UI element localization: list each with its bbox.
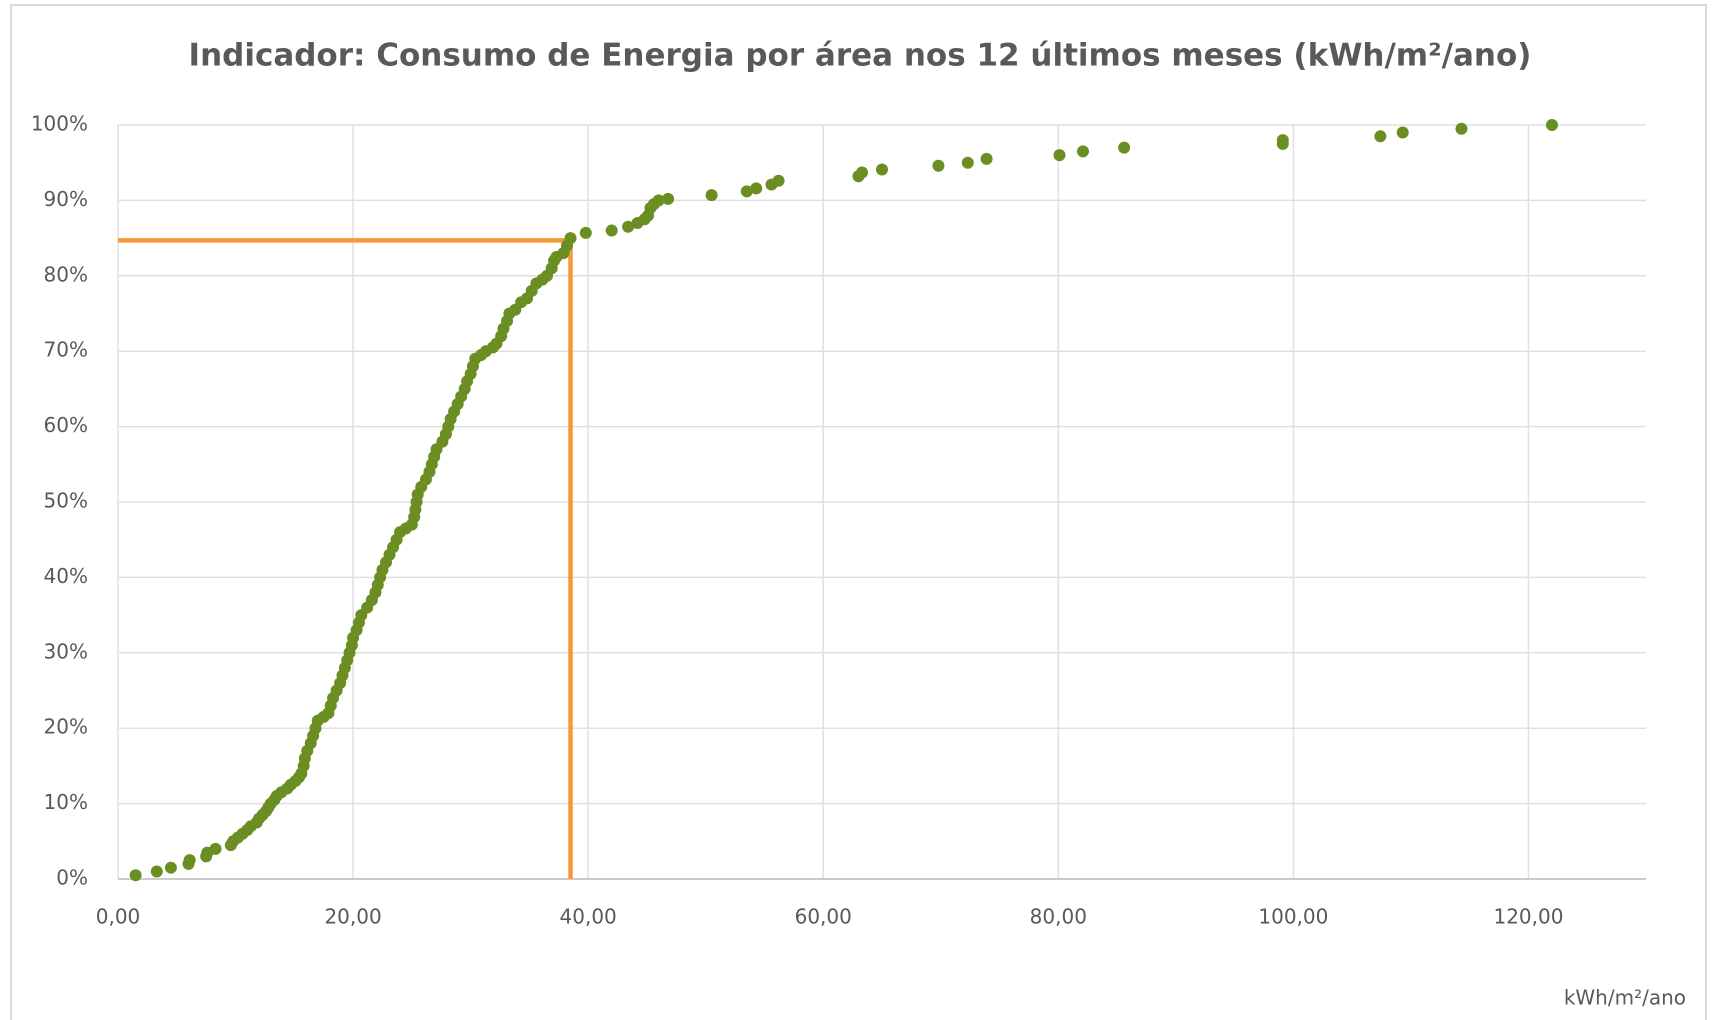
y-tick-label: 80% xyxy=(44,262,88,286)
data-point xyxy=(980,152,993,165)
data-point xyxy=(652,194,665,207)
y-tick-label: 70% xyxy=(44,338,88,362)
data-point xyxy=(1076,145,1089,158)
data-point xyxy=(856,166,869,179)
data-point xyxy=(662,192,675,205)
data-point xyxy=(876,163,888,176)
chart-frame xyxy=(10,4,1707,1020)
y-tick-label: 90% xyxy=(44,187,88,211)
data-point xyxy=(772,174,785,187)
data-point xyxy=(1053,149,1066,162)
y-tick-label: 40% xyxy=(44,564,88,588)
x-tick-label: 80,00 xyxy=(1030,905,1087,929)
data-point xyxy=(1118,141,1131,154)
y-tick-label: 20% xyxy=(44,715,88,739)
data-point xyxy=(705,189,718,202)
data-point xyxy=(622,220,635,233)
x-tick-label: 100,00 xyxy=(1258,905,1328,929)
data-point xyxy=(1545,119,1558,131)
y-tick-label: 30% xyxy=(44,639,88,663)
y-tick-label: 10% xyxy=(44,790,88,814)
data-point xyxy=(150,865,163,878)
y-tick-label: 50% xyxy=(44,489,88,513)
x-tick-label: 20,00 xyxy=(324,905,381,929)
data-point xyxy=(605,224,618,237)
data-point xyxy=(932,159,945,172)
data-point xyxy=(183,854,196,867)
data-point xyxy=(129,869,142,882)
data-point xyxy=(579,226,592,239)
y-tick-label: 60% xyxy=(44,413,88,437)
chart-title: Indicador: Consumo de Energia por área n… xyxy=(189,38,1532,74)
data-point xyxy=(564,232,577,245)
data-point xyxy=(961,156,974,169)
y-tick-label: 100% xyxy=(31,112,88,136)
data-point xyxy=(1396,126,1409,139)
x-tick-label: 0,00 xyxy=(96,905,141,929)
data-point xyxy=(209,842,222,855)
data-point xyxy=(750,182,763,195)
data-point xyxy=(740,185,753,198)
data-point xyxy=(1374,130,1387,143)
x-tick-label: 60,00 xyxy=(795,905,852,929)
data-point xyxy=(164,861,177,874)
x-tick-label: 120,00 xyxy=(1493,905,1563,929)
x-tick-label: 40,00 xyxy=(560,905,617,929)
data-point xyxy=(1455,122,1468,135)
x-axis-label: kWh/m²/ano xyxy=(1564,986,1686,1010)
y-tick-label: 0% xyxy=(56,866,88,890)
data-point xyxy=(1276,134,1289,147)
